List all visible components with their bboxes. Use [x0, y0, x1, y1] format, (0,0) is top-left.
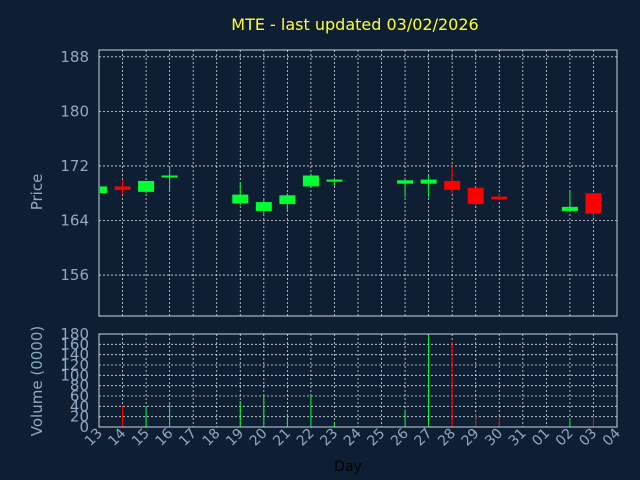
x-tick-label: 03 [576, 426, 600, 450]
x-tick-label: 17 [176, 426, 200, 450]
price-frame [98, 49, 618, 317]
x-tick-label: 26 [388, 425, 412, 449]
price-tick-label: 172 [60, 157, 89, 175]
volume-tick-label: 140 [60, 346, 89, 364]
volume-axis-label: Volume (0000) [28, 326, 46, 436]
x-tick-label: 31 [506, 426, 530, 450]
candle-body [255, 202, 272, 211]
x-tick-label: 20 [247, 426, 271, 450]
x-tick-label: 23 [317, 426, 341, 450]
volume-frame [98, 333, 618, 428]
price-tick-label: 164 [60, 212, 89, 230]
candle-body [326, 179, 343, 182]
x-tick-label: 01 [529, 426, 553, 450]
x-tick-label: 21 [270, 426, 294, 450]
candle-body [420, 179, 437, 184]
x-tick-label: 18 [200, 426, 224, 450]
candle-body [397, 180, 414, 184]
candle-body [561, 206, 578, 211]
x-tick-label: 28 [435, 426, 459, 450]
volume-tick-label: 180 [60, 325, 89, 343]
price-tick-label: 156 [60, 266, 89, 284]
x-tick-label: 16 [153, 425, 177, 449]
volume-tick-label: 0 [79, 418, 89, 436]
candle-body [279, 195, 296, 205]
price-tick-label: 188 [60, 48, 89, 66]
candle-body [302, 175, 319, 187]
x-tick-label: 19 [223, 426, 247, 450]
candle-body [491, 196, 508, 200]
candle-body [161, 175, 178, 178]
x-tick-label: 27 [412, 426, 436, 450]
candle-body [444, 180, 461, 190]
x-tick-label: 15 [129, 426, 153, 450]
volume-tick-label: 40 [70, 397, 89, 415]
volume-tick-label: 20 [70, 408, 89, 426]
x-axis-label: Day [334, 459, 362, 475]
x-tick-label: 14 [105, 425, 129, 449]
x-tick-label: 30 [482, 426, 506, 450]
chart-title: MTE - last updated 03/02/2026 [231, 15, 478, 34]
x-tick-label: 02 [553, 426, 577, 450]
price-tick-label: 180 [60, 102, 89, 120]
volume-tick-label: 160 [60, 335, 89, 353]
candle-body [232, 194, 249, 204]
price-panel: 156 164 172 180 188 [60, 48, 618, 317]
volume-tick-label: 120 [60, 356, 89, 374]
candle-body [585, 193, 602, 214]
volume-tick-label: 60 [70, 387, 89, 405]
x-tick-label: 29 [459, 426, 483, 450]
price-axis-label: Price [28, 174, 46, 211]
candle-body [138, 180, 155, 192]
x-tick-label: 22 [294, 426, 318, 450]
x-tick-label: 24 [341, 425, 365, 449]
candle-body [114, 186, 131, 190]
volume-tick-label: 80 [70, 377, 89, 395]
candle-body [100, 186, 107, 194]
candle-body [467, 187, 484, 205]
volume-tick-label: 100 [60, 366, 89, 384]
x-tick-label: 04 [600, 425, 624, 449]
x-tick-label: 25 [364, 426, 388, 450]
